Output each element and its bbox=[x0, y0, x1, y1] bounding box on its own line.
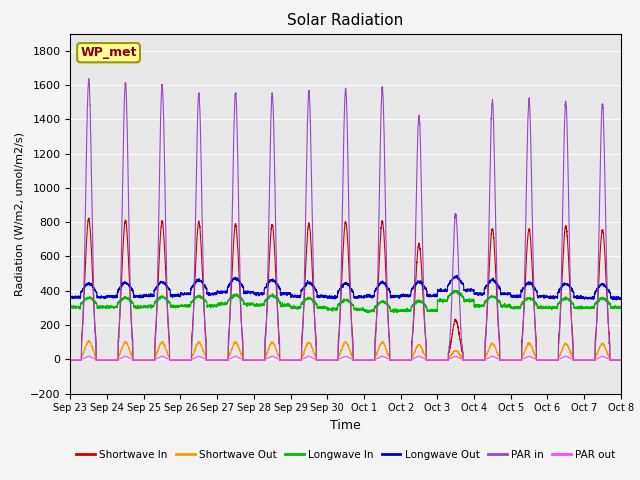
Text: WP_met: WP_met bbox=[80, 46, 137, 59]
X-axis label: Time: Time bbox=[330, 419, 361, 432]
Legend: Shortwave In, Shortwave Out, Longwave In, Longwave Out, PAR in, PAR out: Shortwave In, Shortwave Out, Longwave In… bbox=[72, 445, 619, 464]
Y-axis label: Radiation (W/m2, umol/m2/s): Radiation (W/m2, umol/m2/s) bbox=[15, 132, 24, 296]
Title: Solar Radiation: Solar Radiation bbox=[287, 13, 404, 28]
